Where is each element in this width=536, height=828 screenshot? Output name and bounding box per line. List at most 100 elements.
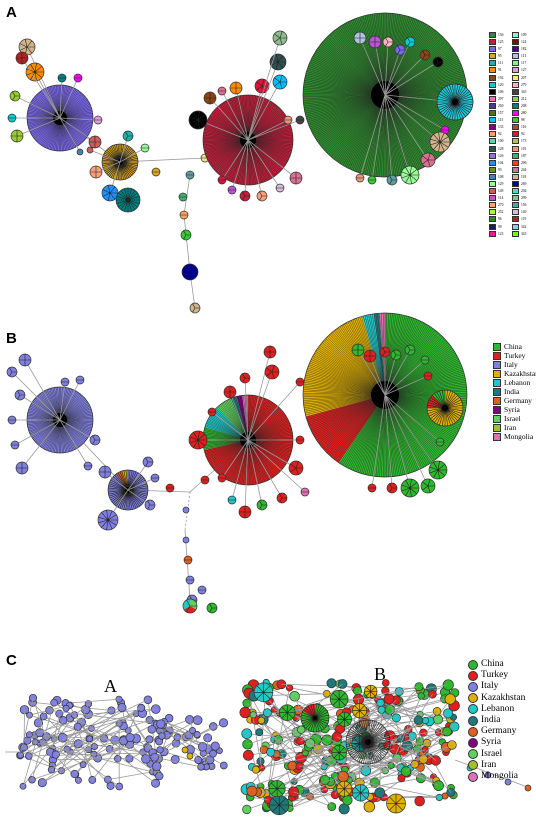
legend-a-item: 104 — [489, 159, 512, 166]
edge — [310, 743, 401, 768]
edge — [384, 61, 439, 96]
node-spokes — [407, 37, 415, 47]
legend-a-item: 207 — [512, 74, 535, 81]
edge — [293, 791, 332, 808]
legend-swatch — [489, 53, 496, 60]
legend-a-item: 101 — [512, 145, 535, 152]
legend-swatch — [512, 138, 519, 145]
legend-haplotypes: 136 109 125 124 97 182 95 113 111 117 91 127 192 207 1… — [489, 32, 535, 237]
legend-label: 126 — [498, 153, 504, 158]
edge — [31, 702, 55, 780]
node-center — [313, 716, 317, 720]
legend-label: 104 — [498, 160, 504, 165]
node-spokes — [397, 45, 405, 55]
node-spokes — [330, 690, 349, 709]
legend-a-item: 208 — [512, 102, 535, 109]
haplotype-node — [442, 726, 452, 737]
legend-label: Turkey — [504, 351, 526, 360]
node-spokes — [274, 31, 287, 45]
legend-c-item: China — [468, 659, 525, 670]
legend-swatch — [489, 202, 496, 209]
legend-label: China — [481, 659, 504, 669]
legend-swatch — [493, 405, 501, 414]
legend-b-item: Italy — [493, 360, 536, 369]
haplotype-node — [255, 728, 264, 737]
node-spokes — [266, 365, 279, 379]
legend-a-item: 140 — [512, 209, 535, 216]
legend-label: Israel — [504, 414, 521, 423]
node-spokes — [422, 479, 435, 493]
legend-swatch — [489, 188, 496, 195]
edge — [55, 707, 142, 755]
legend-c-item: Iran — [468, 760, 525, 771]
legend-swatch — [493, 423, 501, 432]
legend-swatch — [512, 152, 519, 159]
legend-a-item: 120 — [489, 81, 512, 88]
legend-label: 140 — [521, 210, 527, 215]
edge — [49, 709, 156, 724]
legend-label: 117 — [521, 61, 527, 66]
legend-label: 296 — [521, 160, 527, 165]
legend-swatch — [489, 39, 496, 46]
legend-a-item: 204 — [512, 188, 535, 195]
legend-label: 297 — [498, 96, 504, 101]
edge — [59, 419, 96, 441]
legend-a-item: 279 — [512, 81, 535, 88]
legend-b-item: Kazakhstan — [493, 369, 536, 378]
haplotype-node — [414, 795, 425, 807]
edge — [29, 707, 123, 735]
pie-slice — [305, 395, 385, 463]
edge — [289, 744, 453, 809]
legend-label: Germany — [481, 726, 517, 737]
legend-c-item: Lebanon — [468, 704, 525, 715]
legend-label: 136 — [498, 33, 504, 37]
node-spokes — [9, 367, 17, 377]
edge — [66, 748, 120, 787]
edge — [405, 731, 448, 772]
haplotype-node — [374, 787, 386, 799]
legend-swatch — [493, 432, 501, 441]
legend-swatch — [493, 387, 501, 396]
haplotype-node — [156, 746, 164, 754]
legend-a-item: 127 — [512, 67, 535, 74]
legend-swatch — [489, 230, 496, 237]
edge — [11, 371, 61, 421]
node-spokes — [274, 75, 287, 89]
edge — [59, 117, 81, 153]
haplotype-node — [197, 742, 208, 752]
legend-label: 279 — [521, 82, 527, 87]
node-spokes — [242, 373, 250, 383]
edge — [374, 41, 386, 96]
edge — [247, 439, 297, 469]
node-spokes — [19, 354, 31, 366]
node-spokes — [242, 191, 250, 201]
legend-c-item: Turkey — [468, 670, 525, 681]
legend-label: Israel — [481, 748, 503, 759]
edge — [221, 90, 249, 141]
legend-swatch — [512, 216, 519, 223]
legend-swatch — [493, 342, 501, 351]
legend-label: Iran — [481, 759, 497, 770]
legend-label: 157 — [498, 111, 504, 116]
haplotype-node — [363, 801, 376, 813]
edge — [244, 712, 360, 784]
haplotype-node — [251, 765, 260, 774]
legend-swatch — [489, 166, 496, 173]
legend-a-item: 244 — [512, 166, 535, 173]
legend-label: 115 — [498, 118, 504, 123]
legend-swatch — [489, 60, 496, 67]
legend-label: 108 — [498, 174, 504, 179]
edge — [53, 702, 158, 774]
legend-label: 128 — [498, 146, 504, 151]
legend-a-item: 297 — [489, 95, 512, 102]
node-spokes — [183, 230, 191, 240]
legend-c-item: Syria — [468, 737, 525, 749]
legend-a-item: 157 — [489, 110, 512, 117]
haplotype-node — [76, 148, 84, 156]
legend-label: 270 — [498, 203, 504, 208]
legend-swatch — [468, 726, 478, 737]
edge — [289, 711, 438, 809]
node-spokes — [279, 493, 287, 503]
legend-swatch — [493, 360, 501, 369]
legend-a-item: 250 — [489, 102, 512, 109]
